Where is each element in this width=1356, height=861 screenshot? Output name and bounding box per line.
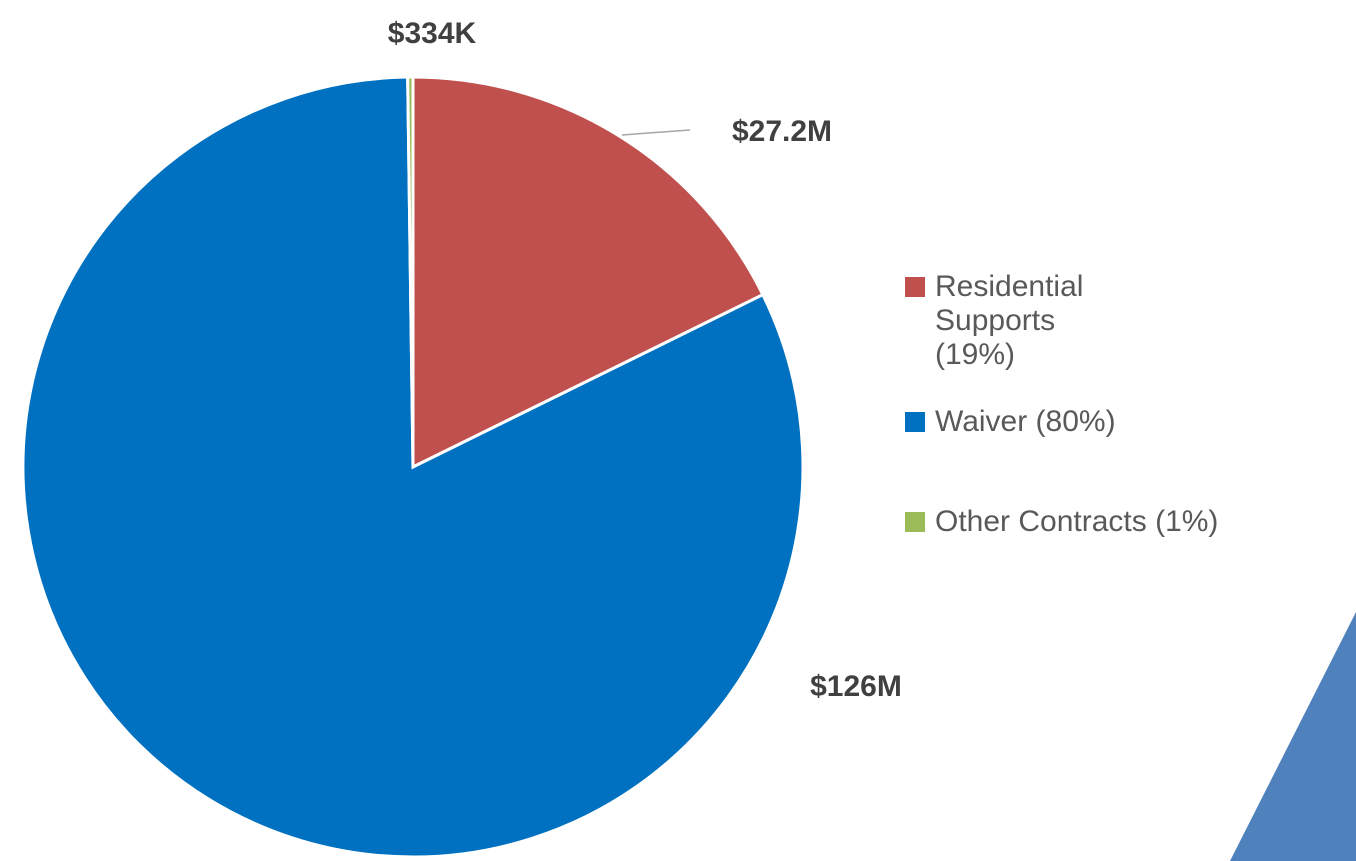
legend-swatch <box>905 512 925 532</box>
pie-slice <box>411 75 765 470</box>
legend-label: Waiver (80%) <box>935 405 1116 438</box>
leader-line <box>621 129 691 136</box>
legend-item: Residential Supports (19%) <box>905 270 1083 372</box>
legend-swatch <box>905 277 925 297</box>
legend-swatch <box>905 412 925 432</box>
decoration <box>1230 612 1356 861</box>
legend-item: Waiver (80%) <box>905 405 1116 439</box>
pie-slice <box>21 75 805 859</box>
pie-slice <box>406 75 415 468</box>
data-label: $334K <box>388 17 477 50</box>
legend-label: Residential Supports (19%) <box>935 270 1084 371</box>
data-label: $126M <box>810 670 902 703</box>
legend-item: Other Contracts (1%) <box>905 505 1218 539</box>
legend-label: Other Contracts (1%) <box>935 505 1219 538</box>
data-label: $27.2M <box>732 115 832 148</box>
